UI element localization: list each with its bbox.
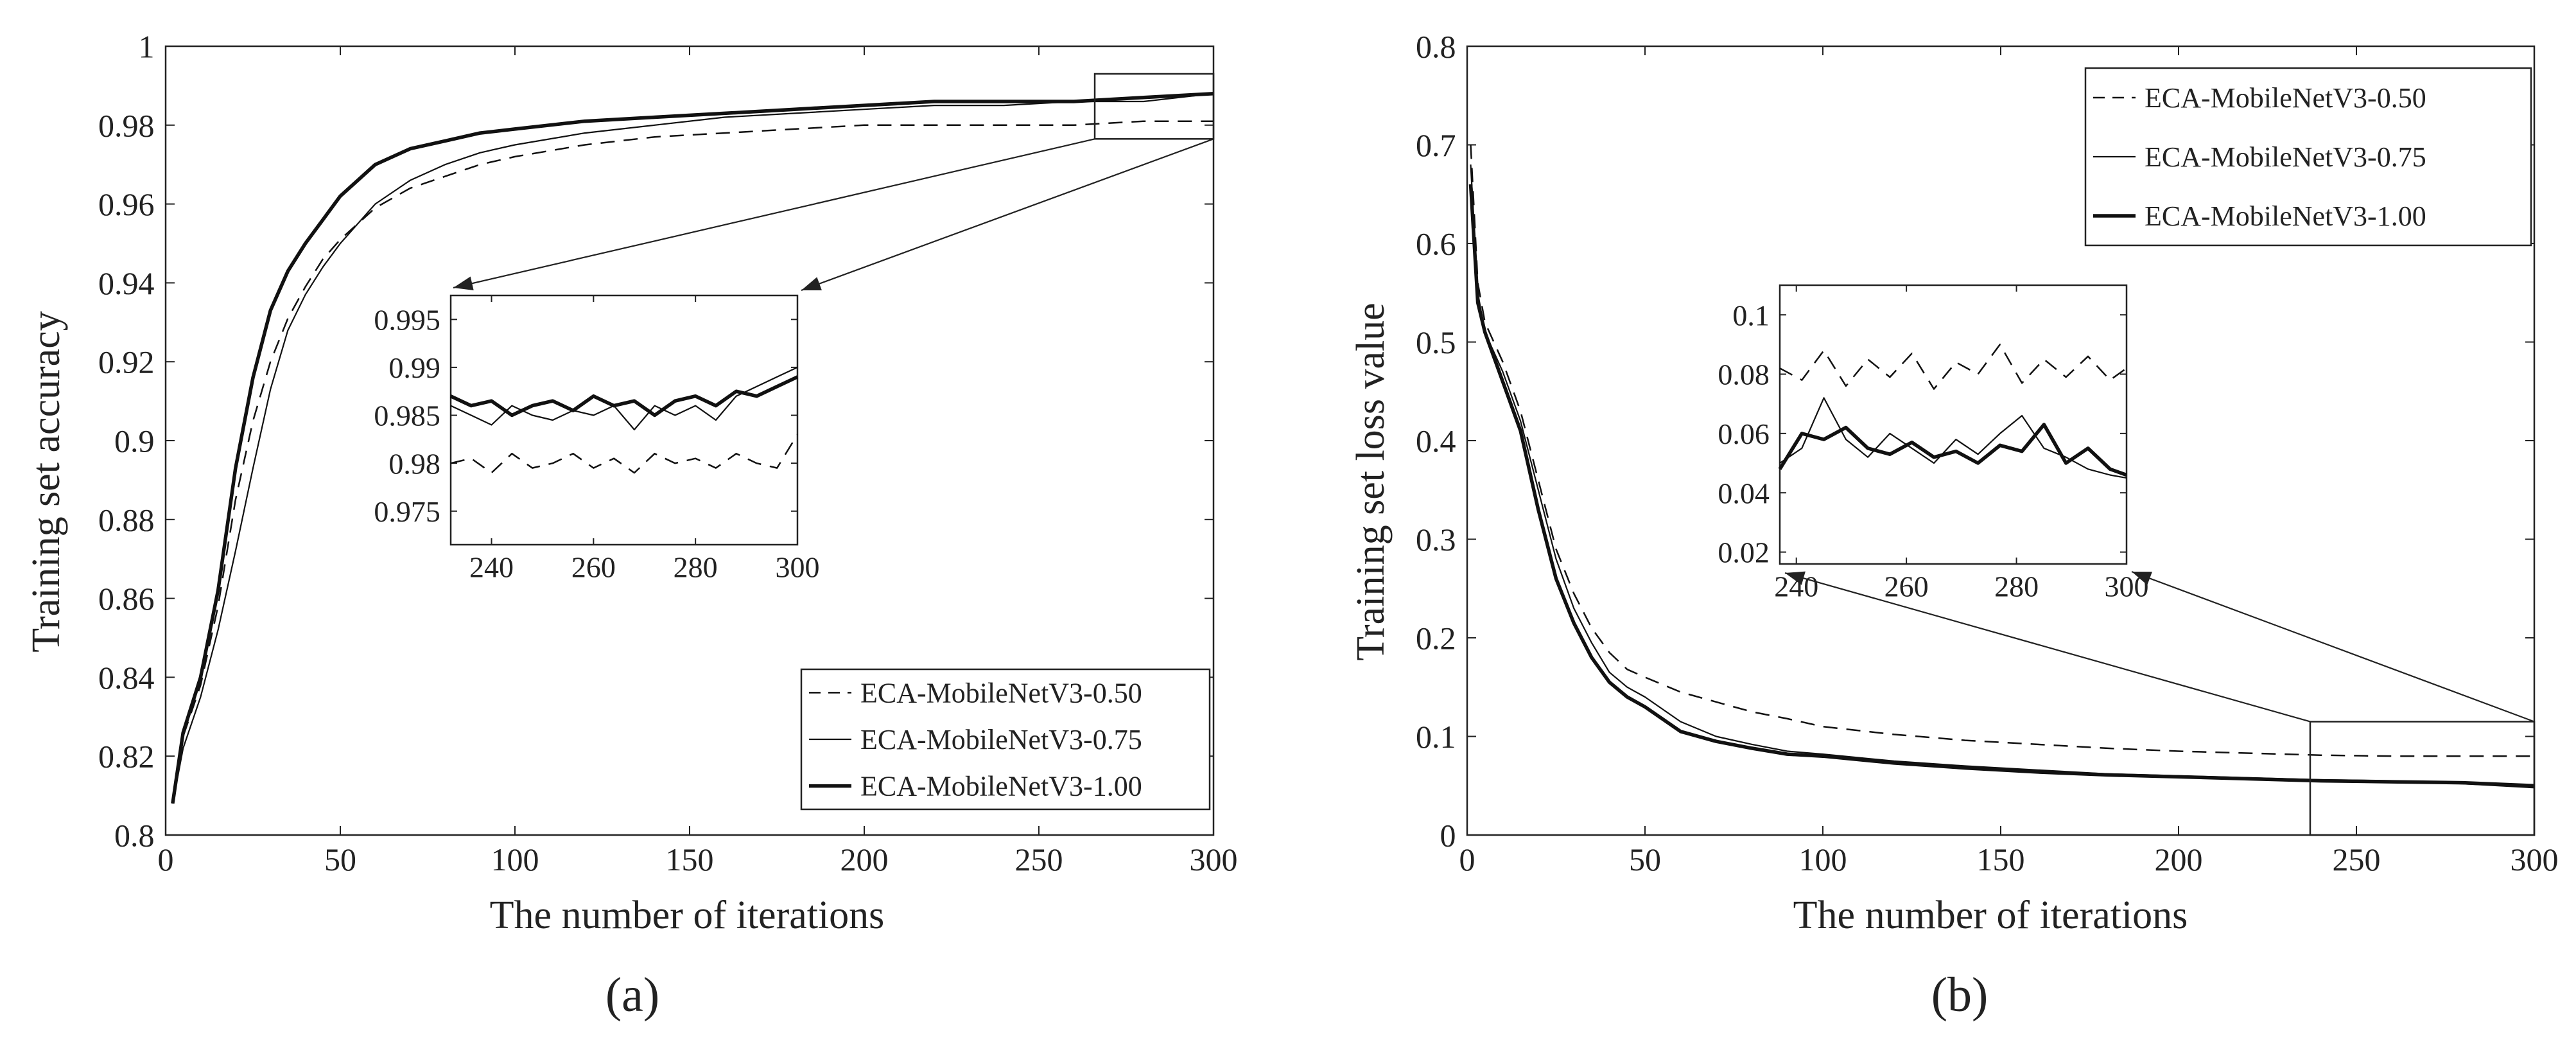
b-main-y-tick-label: 0.6: [1416, 226, 1456, 262]
b-inset-y-tick-label: 0.04: [1718, 477, 1770, 509]
b-zoom-arrow-left-head: [1785, 571, 1806, 585]
b-main-x-tick-label: 100: [1799, 841, 1847, 877]
a-zoom-arrow-right-head: [801, 277, 822, 290]
b-main-y-tick-label: 0: [1440, 818, 1456, 854]
a-main-series-eca-mobilenetv3-0-75: [171, 92, 1214, 804]
a-main-x-tick-label: 50: [324, 841, 356, 877]
panel-a-legend: ECA-MobileNetV3-0.50 ECA-MobileNetV3-0.75…: [800, 668, 1211, 811]
panel-b-legend: ECA-MobileNetV3-0.50 ECA-MobileNetV3-0.75…: [2084, 67, 2532, 247]
a-inset-series-eca-mobilenetv3-0-75: [450, 366, 798, 431]
b-inset-x-tick-label: 280: [1994, 570, 2039, 603]
b-main-x-tick-label: 200: [2155, 841, 2203, 877]
b-main-y-tick-label: 0.1: [1416, 719, 1456, 755]
a-legend-box: [800, 668, 1211, 811]
a-main-y-tick-label: 0.82: [98, 739, 155, 775]
b-main-x-tick-label: 0: [1459, 841, 1475, 877]
panel-a-y-axis-label: Training set accuracy: [24, 311, 68, 652]
a-main-x-tick-label: 0: [158, 841, 174, 877]
a-inset-series-eca-mobilenetv3-1-00: [449, 375, 799, 418]
a-main-x-tick-label: 250: [1015, 841, 1063, 877]
b-legend-box: [2084, 67, 2532, 247]
b-main-x-tick-label: 300: [2511, 841, 2559, 877]
a-main-y-tick-label: 0.96: [98, 186, 155, 222]
b-inset-y-tick-label: 0.1: [1732, 299, 1770, 331]
b-inset-frame: [1779, 284, 2128, 565]
a-inset-frame: [449, 294, 799, 546]
b-inset-y-tick-label: 0.08: [1718, 358, 1770, 391]
b-main-x-tick-label: 250: [2333, 841, 2381, 877]
b-main-y-tick-label: 0.5: [1416, 324, 1456, 360]
panel-b-caption: (b): [1931, 968, 1989, 1022]
a-main-y-tick-label: 0.8: [114, 818, 155, 854]
b-legend-label: ECA-MobileNetV3-1.00: [2145, 200, 2426, 232]
b-legend-label: ECA-MobileNetV3-0.75: [2145, 141, 2426, 173]
b-main-y-tick-label: 0.8: [1416, 29, 1456, 65]
b-main-x-tick-label: 150: [1977, 841, 2025, 877]
a-inset-y-tick-label: 0.985: [374, 400, 440, 432]
b-zoom-arrow-right: [2131, 570, 2535, 723]
a-main-x-tick-label: 150: [666, 841, 714, 877]
a-main-y-tick-label: 0.88: [98, 502, 155, 538]
a-main-y-tick-label: 1: [139, 29, 155, 65]
b-main-y-tick-label: 0.2: [1416, 620, 1456, 656]
a-zoom-arrow-left-head: [453, 276, 474, 290]
a-inset-x-tick-label: 280: [674, 551, 718, 584]
a-main-x-tick-label: 200: [840, 841, 889, 877]
a-inset-y-tick-label: 0.99: [388, 351, 440, 384]
b-zoom-arrow-left: [1784, 572, 2311, 723]
b-main-series-eca-mobilenetv3-1-00: [1468, 184, 2535, 788]
a-inset-x-tick-label: 300: [776, 551, 820, 584]
a-main-y-tick-label: 0.92: [98, 344, 155, 380]
panel-b-plot-area: 0 50 100 150 200 250 300 0 0.1 0.2 0.3 0.4 0.5 0.6 0.7…: [1416, 29, 2559, 878]
a-legend-label: ECA-MobileNetV3-1.00: [860, 771, 1142, 802]
panel-a-caption: (a): [605, 968, 659, 1022]
a-main-series-eca-mobilenetv3-0-50: [171, 120, 1214, 804]
b-inset-series-eca-mobilenetv3-0-75: [1779, 397, 2127, 479]
a-main-y-tick-label: 0.84: [98, 660, 155, 696]
a-main-y-tick-label: 0.86: [98, 581, 155, 617]
a-zoom-arrow-left: [453, 138, 1095, 289]
a-inset-y-tick-label: 0.995: [374, 303, 440, 336]
b-inset-series-eca-mobilenetv3-1-00: [1778, 423, 2127, 477]
panel-a-accuracy-chart: Training set accuracy The number of iter…: [24, 29, 1238, 1023]
a-main-x-tick-label: 100: [491, 841, 539, 877]
panel-b-loss-chart: Training set loss value The number of it…: [1349, 29, 2559, 1023]
b-inset-y-tick-label: 0.02: [1718, 536, 1770, 569]
a-inset-x-tick-label: 240: [469, 551, 514, 584]
panel-b-x-axis-label: The number of iterations: [1793, 893, 2188, 937]
a-inset-y-tick-label: 0.98: [388, 447, 440, 480]
a-zoom-region-box: [1093, 73, 1215, 140]
a-main-y-tick-label: 0.94: [98, 265, 155, 301]
a-inset-series-eca-mobilenetv3-0-50: [450, 434, 799, 474]
b-legend-label: ECA-MobileNetV3-0.50: [2145, 82, 2426, 114]
b-main-y-tick-label: 0.3: [1416, 522, 1456, 558]
panel-a-x-axis-label: The number of iterations: [490, 893, 885, 937]
b-inset-y-tick-label: 0.06: [1718, 418, 1770, 450]
a-main-y-tick-label: 0.98: [98, 107, 155, 143]
a-legend-label: ECA-MobileNetV3-0.75: [860, 724, 1142, 755]
b-main-series-eca-mobilenetv3-0-50: [1470, 145, 2534, 757]
a-main-y-tick-label: 0.9: [114, 423, 155, 459]
a-inset-x-tick-label: 260: [571, 551, 616, 584]
b-zoom-region-box: [2309, 721, 2536, 836]
b-inset-series-eca-mobilenetv3-0-50: [1779, 344, 2127, 390]
a-zoom-arrow-right: [801, 138, 1214, 292]
b-zoom-arrow-right-head: [2132, 572, 2152, 585]
a-inset-y-tick-label: 0.975: [374, 495, 440, 528]
panel-a-inset-zoom: 240 260 280 300 0.975 0.98 0.985 0.99 0.995: [374, 138, 1214, 584]
a-legend-label: ECA-MobileNetV3-0.50: [860, 677, 1142, 708]
b-main-y-tick-label: 0.4: [1416, 423, 1456, 459]
a-main-series-eca-mobilenetv3-1-00: [171, 91, 1214, 804]
panel-b-y-axis-label: Training set loss value: [1349, 303, 1393, 660]
b-inset-x-tick-label: 260: [1884, 570, 1929, 603]
b-main-x-tick-label: 50: [1629, 841, 1661, 877]
b-main-y-tick-label: 0.7: [1416, 127, 1456, 163]
a-main-x-tick-label: 300: [1190, 841, 1238, 877]
